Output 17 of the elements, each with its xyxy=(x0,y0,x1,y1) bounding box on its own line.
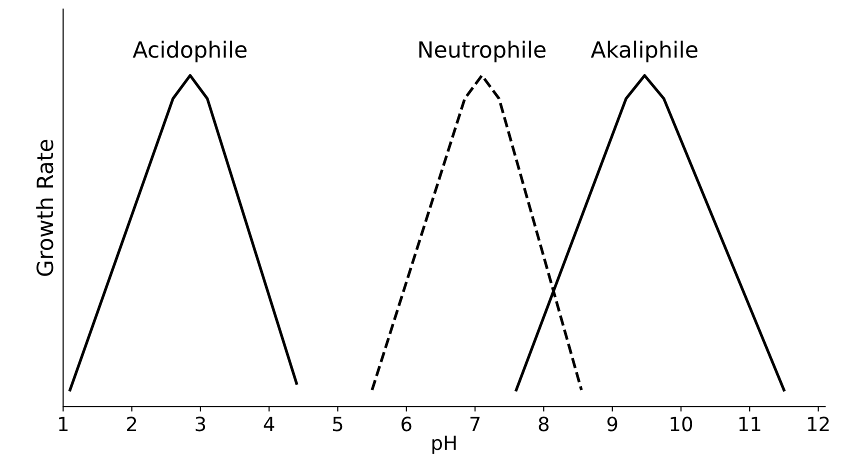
x-tick-label: 12 xyxy=(808,416,829,432)
x-tick-label: 1 xyxy=(59,416,68,432)
series-label: Acidophile xyxy=(132,40,247,62)
x-tick-label: 11 xyxy=(739,416,760,432)
x-tick-label: 3 xyxy=(196,416,206,432)
series-label: Neutrophile xyxy=(419,40,546,62)
x-tick-label: 2 xyxy=(127,416,136,432)
x-tick-label: 6 xyxy=(402,416,412,432)
series-label: Akaliphile xyxy=(590,40,698,62)
y-axis-title: Growth Rate xyxy=(36,140,54,276)
x-axis-title: pH xyxy=(432,436,456,454)
x-tick-label: 4 xyxy=(264,416,274,432)
x-tick-label: 5 xyxy=(333,416,342,432)
x-tick-label: 10 xyxy=(670,416,692,432)
x-tick-label: 8 xyxy=(538,416,549,432)
x-tick-label: 9 xyxy=(607,416,618,432)
x-tick-label: 7 xyxy=(470,416,480,432)
